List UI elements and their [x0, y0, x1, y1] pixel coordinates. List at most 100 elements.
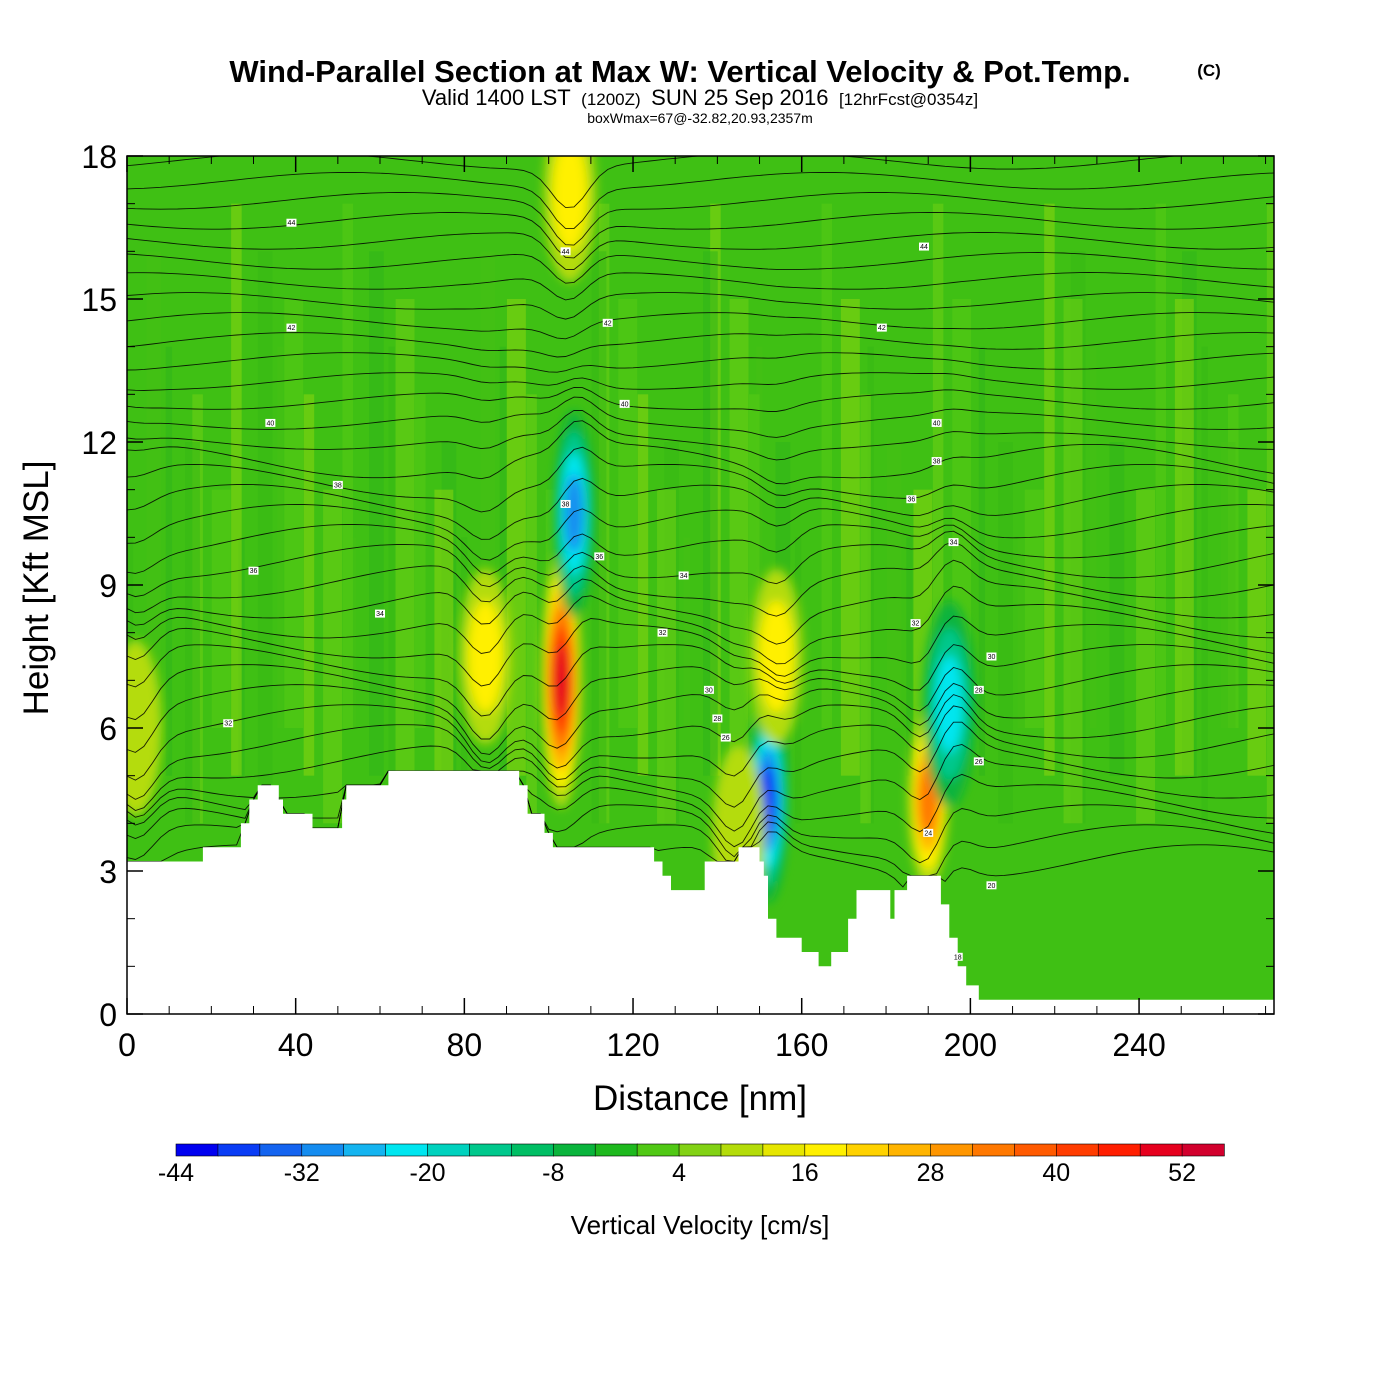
colorbar-tick-label: 40: [1042, 1159, 1070, 1187]
velocity-streak: [978, 346, 986, 776]
colorbar-tick-label: -32: [284, 1159, 320, 1187]
theta-label-box: [286, 323, 297, 332]
theta-label: 40: [265, 418, 276, 427]
velocity-downdraft: [935, 655, 963, 753]
theta-contour: [127, 530, 1274, 598]
theta-label: 44: [918, 242, 929, 251]
theta-label: 42: [286, 323, 297, 332]
theta-contour: [127, 524, 1274, 575]
velocity-streak: [1024, 489, 1044, 728]
theta-label: 34: [948, 538, 959, 547]
theta-label: 26: [720, 733, 731, 742]
colorbar-swatch: [469, 1143, 513, 1157]
theta-label-text: 44: [288, 220, 296, 227]
colorbar-swatch: [427, 1143, 471, 1157]
theta-contour: [127, 503, 1274, 561]
theta-label-box: [678, 571, 689, 580]
theta-label-text: 32: [912, 621, 920, 628]
theta-label-box: [918, 242, 929, 251]
theta-label-text: 28: [975, 687, 983, 694]
colorbar-swatch: [1181, 1143, 1225, 1157]
x-tick-label: 40: [278, 1027, 314, 1063]
theta-label-text: 38: [334, 482, 342, 489]
velocity-streak: [323, 489, 342, 824]
theta-label: 30: [703, 685, 714, 694]
theta-label: 40: [931, 418, 942, 427]
theta-label-box: [931, 457, 942, 466]
theta-label-text: 24: [924, 830, 932, 837]
theta-label-text: 30: [705, 687, 713, 694]
y-axis-label: Height [Kft MSL]: [17, 461, 56, 716]
theta-label-text: 20: [988, 883, 996, 890]
theta-label-text: 34: [680, 573, 688, 580]
forecast-tag: [12hrFcst@0354z]: [839, 90, 978, 109]
theta-label-text: 44: [920, 244, 928, 251]
velocity-updraft: [127, 640, 162, 816]
velocity-streak: [342, 203, 353, 728]
colorbar-tick-label: 28: [917, 1159, 945, 1187]
velocity-streak: [998, 442, 1013, 824]
theta-label-box: [986, 881, 997, 890]
theta-contour: [127, 477, 1274, 540]
velocity-streak: [1247, 489, 1267, 776]
terrain: [127, 770, 1274, 1014]
theta-contour: [127, 252, 1274, 284]
velocity-streak: [748, 394, 760, 728]
colorbar-tick-label: -20: [409, 1159, 445, 1187]
theta-label-text: 40: [933, 420, 941, 427]
theta-contour: [127, 559, 1274, 645]
colorbar-swatch: [1097, 1143, 1141, 1157]
theta-label-text: 18: [954, 954, 962, 961]
theta-label-text: 30: [988, 654, 996, 661]
plot-area: 44 42 40 38 36 34 32 44 42 40 38 36 34 32 30 28 26 44 42 40…: [127, 156, 1274, 1014]
colorbar-swatch: [301, 1143, 345, 1157]
theta-contour: [127, 409, 1274, 461]
theta-label-box: [910, 619, 921, 628]
theta-label-box: [931, 418, 942, 427]
velocity-streak: [886, 442, 902, 728]
velocity-updraft: [759, 600, 794, 713]
theta-label-box: [703, 685, 714, 694]
theta-label: 24: [923, 828, 934, 837]
theta-contour: [127, 694, 1274, 781]
theta-label-text: 36: [250, 568, 258, 575]
colorbar-swatch: [175, 1143, 219, 1157]
theta-contour: [127, 232, 1274, 270]
theta-contour: [127, 192, 1274, 246]
theta-contour: [127, 664, 1274, 740]
theta-contour: [127, 156, 1181, 209]
velocity-updraft: [553, 644, 570, 717]
colorbar-swatch: [888, 1143, 932, 1157]
theta-contour: [127, 272, 1274, 301]
theta-label-text: 42: [878, 325, 886, 332]
theta-label-box: [720, 733, 731, 742]
velocity-streak: [303, 394, 315, 776]
theta-contour: [127, 396, 1274, 438]
velocity-streak: [906, 537, 913, 776]
theta-contour-labels: 44 42 40 38 36 34 32 44 42 40 38 36 34 32 30 28 26 44 42 40…: [223, 218, 997, 961]
theta-label-text: 40: [266, 420, 274, 427]
colorbar-tick-label: 4: [672, 1159, 686, 1187]
velocity-streak: [277, 346, 284, 728]
theta-label: 34: [375, 609, 386, 618]
theta-label-box: [973, 685, 984, 694]
velocity-features: [127, 156, 976, 921]
boxwmax-label: boxWmax=67@-32.82,20.93,2357m: [587, 110, 813, 126]
y-tick-label: 15: [81, 282, 117, 318]
theta-label-text: 36: [907, 497, 915, 504]
theta-label-box: [712, 714, 723, 723]
x-tick-label: 0: [118, 1027, 136, 1063]
theta-label-box: [223, 719, 234, 728]
velocity-downdraft: [564, 473, 584, 554]
theta-label-text: 38: [933, 459, 941, 466]
colorbar-tick-label: 16: [791, 1159, 819, 1187]
theta-contour: [127, 644, 1274, 717]
velocity-streak: [506, 299, 526, 776]
theta-label-text: 42: [288, 325, 296, 332]
theta-contour: [127, 387, 1274, 412]
y-tick-label: 3: [99, 854, 117, 890]
theta-contour: [127, 372, 1274, 391]
theta-label-box: [948, 538, 959, 547]
theta-label-text: 32: [659, 630, 667, 637]
